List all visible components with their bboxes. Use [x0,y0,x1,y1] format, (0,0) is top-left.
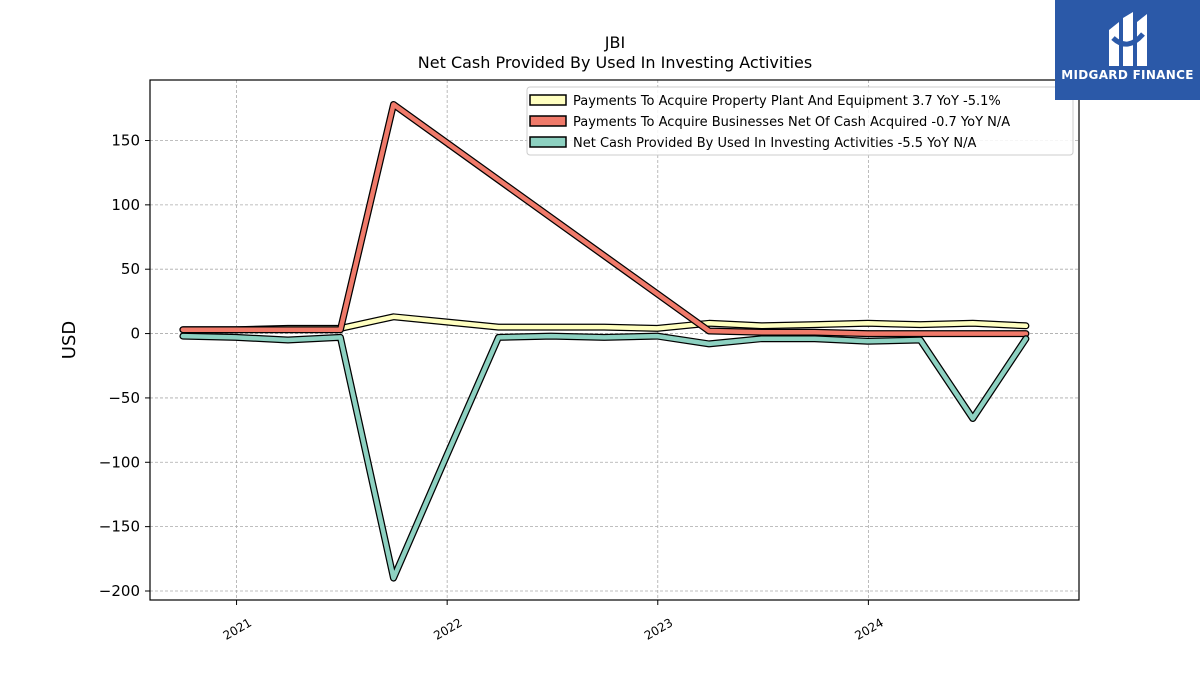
legend: Payments To Acquire Property Plant And E… [526,86,1074,156]
x-tick-label: 2021 [221,615,254,642]
series-2-group [179,101,1030,338]
legend-label: Net Cash Provided By Used In Investing A… [573,136,976,151]
chart-subtitle: Net Cash Provided By Used In Investing A… [417,53,813,72]
legend-box [526,86,1074,156]
series-line [180,102,1029,336]
logo-text: MIDGARD FINANCE [1061,68,1194,82]
y-axis-label: USD [59,321,80,359]
chart-title: JBI [604,33,626,52]
series-line [180,333,1029,581]
legend-swatch [529,136,567,148]
series-line-outline [179,332,1030,582]
legend-swatch [529,115,567,127]
y-tick-label: 150 [111,131,140,149]
y-tick-label: 100 [111,196,140,214]
x-tick-label: 2023 [642,615,675,642]
midgard-finance-logo: MIDGARD FINANCE [1055,0,1200,100]
x-tick-label: 2022 [431,615,464,642]
series-3-group [179,332,1030,582]
legend-label: Payments To Acquire Businesses Net Of Ca… [573,115,1010,130]
legend-swatch [529,94,567,106]
y-tick-label: 0 [130,325,140,343]
plot-frame [149,79,1080,601]
y-tick-label: −200 [99,582,140,600]
y-tick-label: 50 [121,260,140,278]
y-tick-label: −50 [108,389,140,407]
y-tick-label: −100 [99,453,140,471]
midgard-logo-icon [1109,12,1147,66]
legend-label: Payments To Acquire Property Plant And E… [573,94,1001,109]
y-tick-label: −150 [99,518,140,536]
x-tick-label: 2024 [852,615,885,642]
